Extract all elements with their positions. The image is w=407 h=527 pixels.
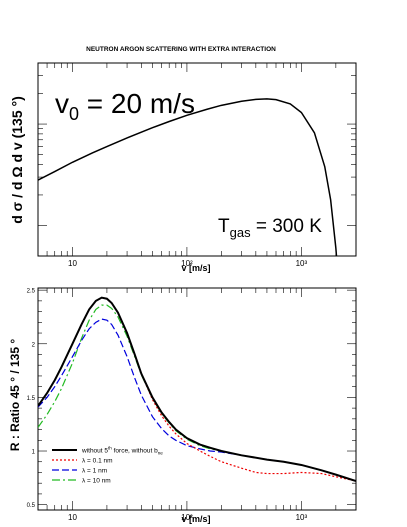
cross-section-curves <box>38 98 338 256</box>
x-tick-label: 10 <box>68 259 77 268</box>
ratio-panel: 10 10² 10³ 0.5 1 1.5 2 2.5 without 5th force, w… <box>8 287 357 524</box>
cross-section-curve <box>38 98 338 256</box>
legend-label: λ = 0.1 nm <box>82 458 113 465</box>
v0-subscript: 0 <box>69 104 79 124</box>
legend-text: without 5 <box>81 448 108 455</box>
x-tick-label: 10² <box>181 513 193 522</box>
legend-text: λ = 0.1 nm <box>82 458 113 465</box>
legend-superscript: th <box>108 446 112 451</box>
ratio-ticks: 10 10² 10³ 0.5 1 1.5 2 2.5 <box>27 288 357 522</box>
legend-text: λ = 1 nm <box>82 468 107 475</box>
x-tick-label: 10³ <box>296 259 308 268</box>
ratio-x-axis-title: v [m/s] <box>181 514 210 524</box>
tgas-value: = 300 K <box>251 216 323 237</box>
y-tick-label: 1 <box>32 450 36 456</box>
tgas-symbol: T <box>218 216 230 237</box>
v0-annotation: v0 = 20 m/s <box>55 88 195 124</box>
ratio-curves <box>38 296 356 482</box>
legend-label: λ = 10 nm <box>82 478 111 485</box>
ratio-plot-frame <box>37 287 357 511</box>
legend-label: λ = 1 nm <box>82 468 107 475</box>
cross-section-x-axis-title: v [m/s] <box>181 263 210 273</box>
cross-section-panel: 10 10² 10³ v0 = 20 m/s Tgas = 300 K d σ / … <box>9 62 357 273</box>
legend-text: force, without b <box>112 448 158 455</box>
x-tick-label: 10³ <box>296 513 308 522</box>
cross-section-ticks: 10 10² 10³ <box>37 62 357 268</box>
legend-label: without 5th force, without bne <box>81 446 163 456</box>
page-title: NEUTRON ARGON SCATTERING WITH EXTRA INTE… <box>86 46 276 53</box>
cross-section-plot-frame <box>37 62 357 257</box>
legend-text: λ = 10 nm <box>82 478 111 485</box>
y-tick-label: 2.5 <box>27 289 36 295</box>
y-tick-label: 1.5 <box>27 396 36 402</box>
tgas-subscript: gas <box>230 225 251 240</box>
x-tick-label: 10 <box>68 513 77 522</box>
v0-value: = 20 m/s <box>79 88 195 119</box>
legend-subscript: ne <box>158 451 164 456</box>
y-tick-label: 0.5 <box>27 503 36 509</box>
v0-symbol: v <box>55 88 69 119</box>
ratio-legend: without 5th force, without bne λ = 0.1 nm… <box>52 446 163 485</box>
tgas-annotation: Tgas = 300 K <box>218 216 322 240</box>
ratio-y-axis-title: R : Ratio 45 ° / 135 ° <box>8 339 22 452</box>
y-tick-label: 2 <box>32 342 36 348</box>
ratio-curve <box>38 296 356 482</box>
ratio-curve <box>38 304 356 482</box>
x-tick-label: 10² <box>181 259 193 268</box>
cross-section-y-axis-title: d σ / d Ω d v (135 °) <box>9 96 25 224</box>
